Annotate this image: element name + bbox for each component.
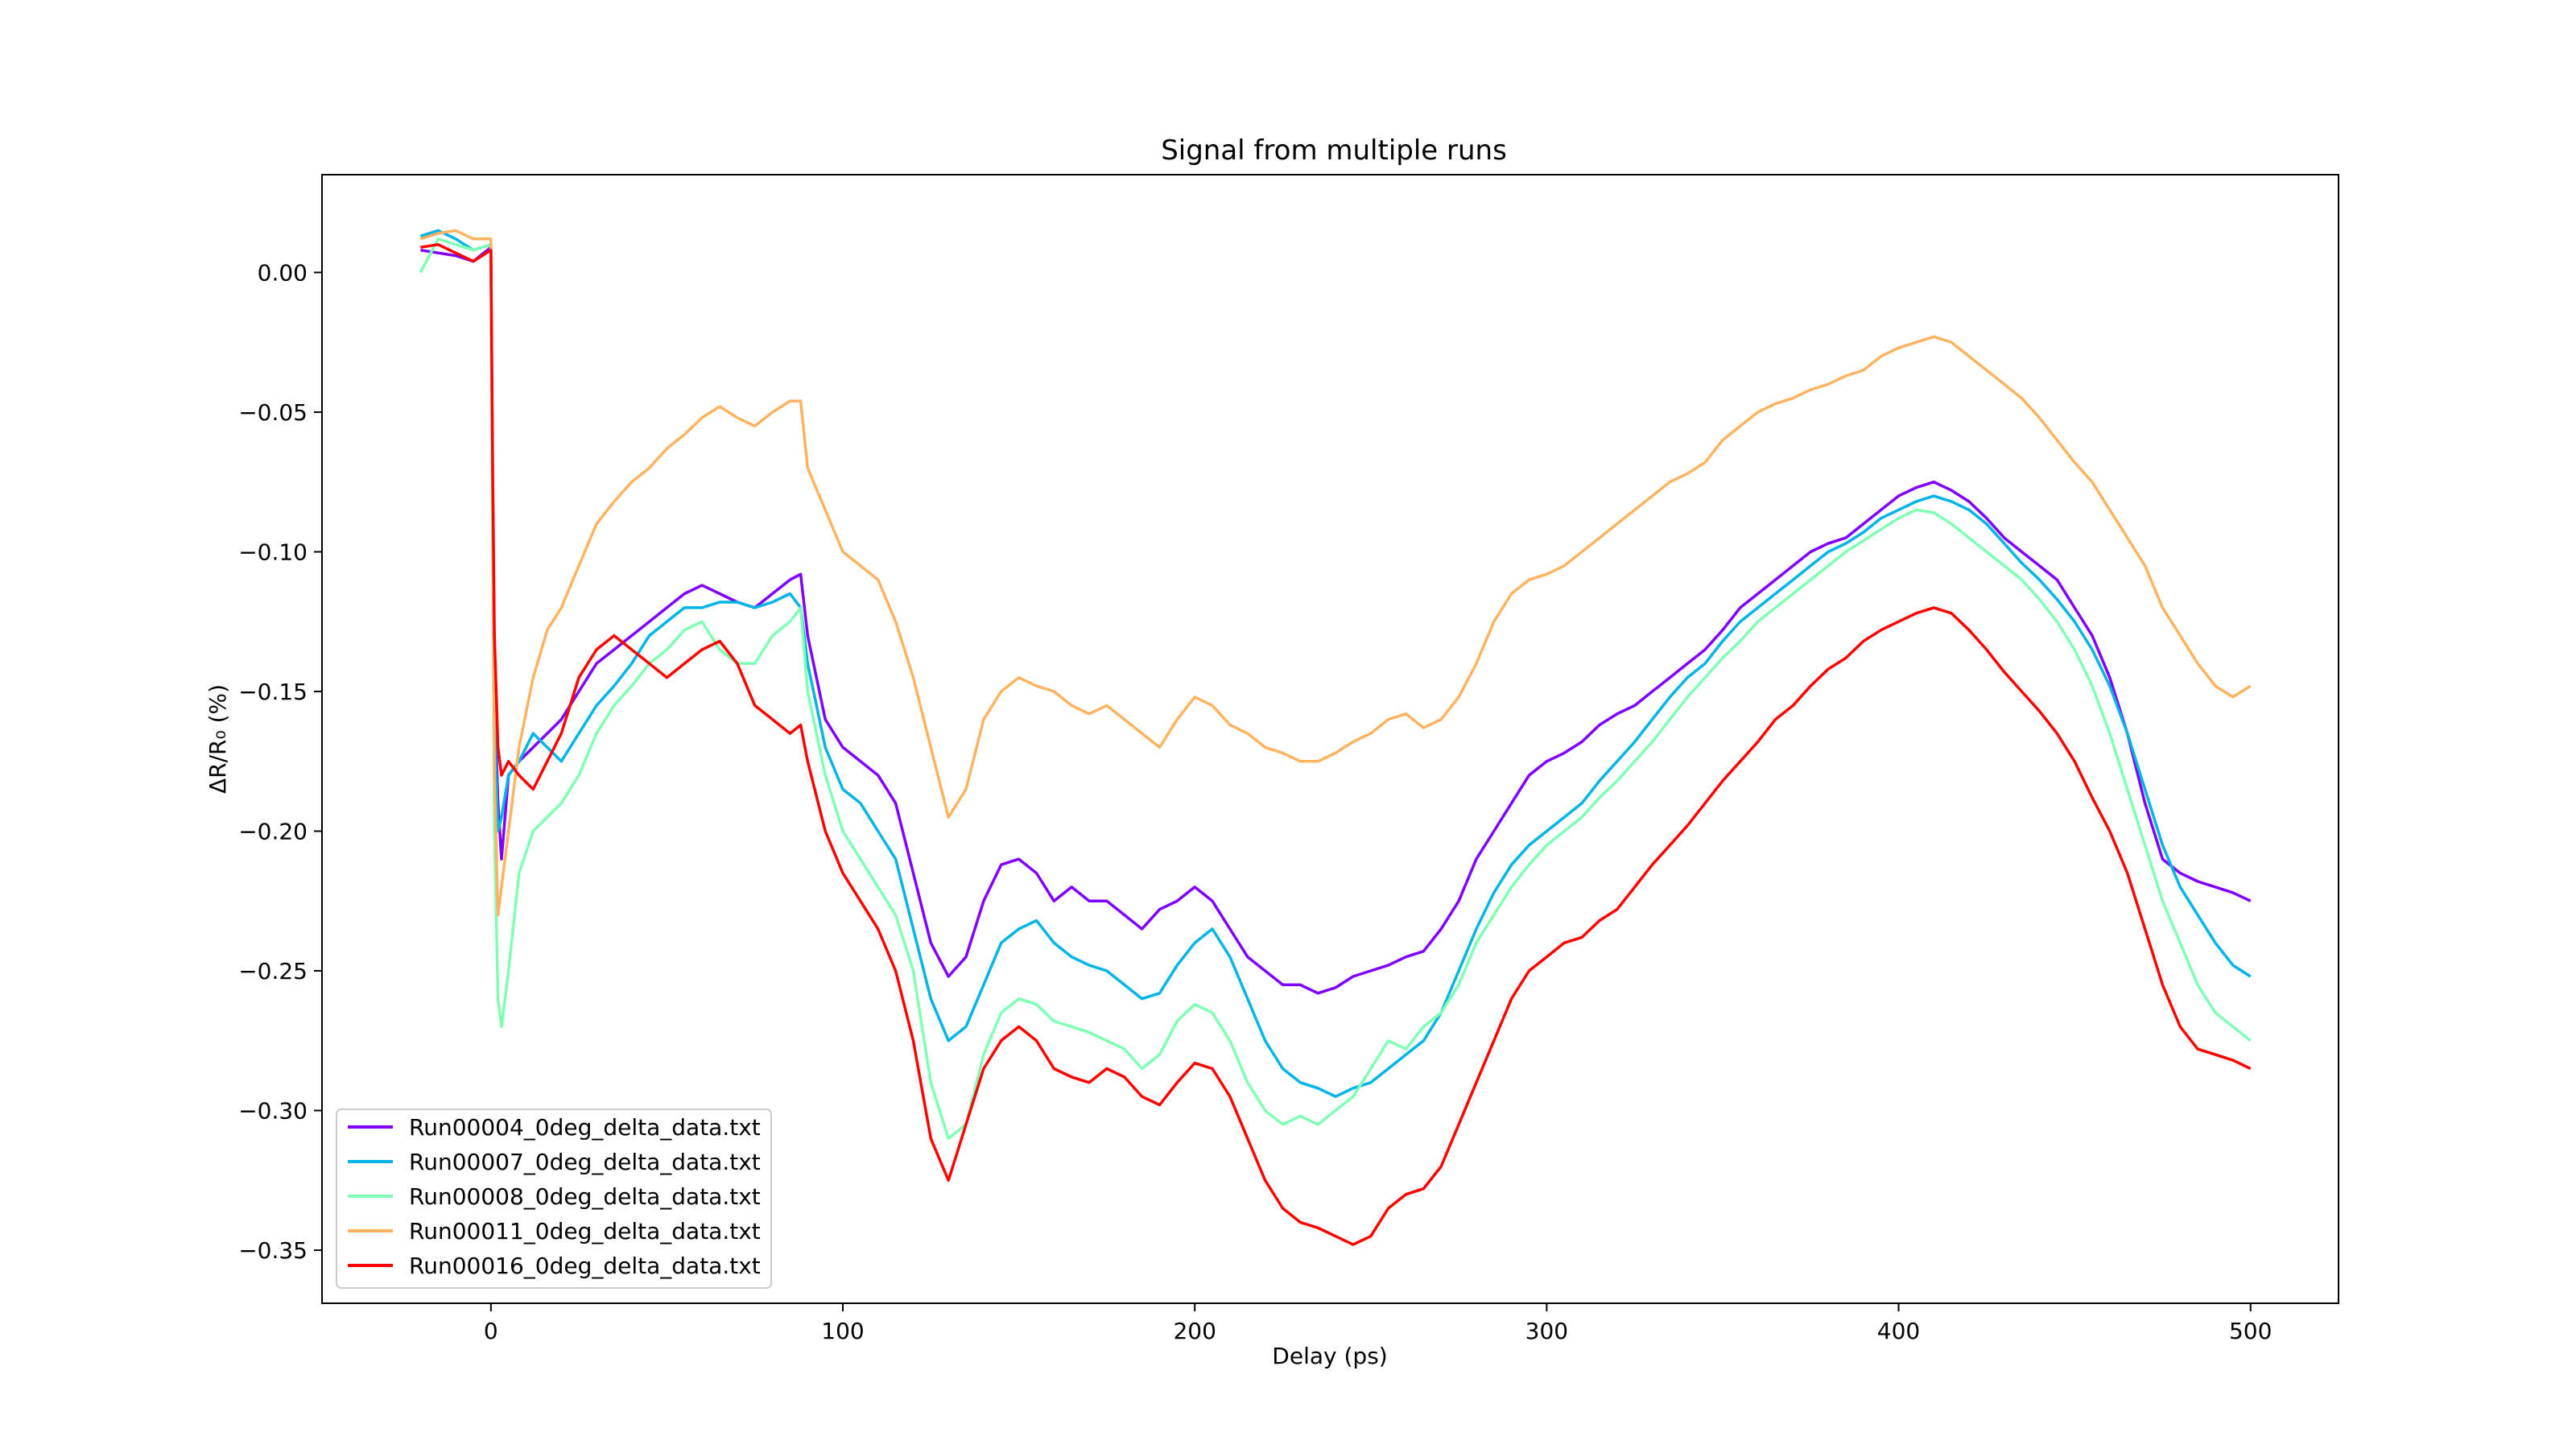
y-tick-label: −0.35	[238, 1237, 308, 1264]
series-line-4	[419, 229, 2252, 917]
legend-label: Run00007_0deg_delta_data.txt	[409, 1149, 761, 1175]
series-line-2	[419, 229, 2252, 1098]
series-line-5	[420, 243, 2252, 1246]
y-tick-label: −0.20	[238, 819, 308, 845]
x-tick-label: 300	[1525, 1318, 1568, 1344]
x-axis-label: Delay (ps)	[1272, 1343, 1387, 1369]
x-tick-label: 500	[2229, 1318, 2272, 1344]
y-tick-label: −0.05	[238, 399, 308, 426]
legend: Run00004_0deg_delta_data.txt Run00007_0de…	[336, 1108, 772, 1289]
x-tick-label: 100	[821, 1318, 864, 1344]
legend-label: Run00004_0deg_delta_data.txt	[409, 1114, 761, 1141]
legend-label: Run00008_0deg_delta_data.txt	[409, 1183, 761, 1210]
y-axis: 0.00 −0.05 −0.10 −0.15 −0.20 −0.25 −0.30 −0.35	[238, 259, 322, 1264]
series-line-1	[420, 246, 2252, 995]
y-axis-label: ΔR/R₀ (%)	[204, 684, 231, 794]
y-tick-label: −0.15	[238, 679, 308, 705]
series-line-3	[419, 237, 2252, 1141]
x-tick-label: 200	[1173, 1318, 1216, 1344]
chart-title: Signal from multiple runs	[1161, 134, 1507, 167]
y-tick-label: 0.00	[258, 259, 308, 286]
y-tick-label: −0.25	[238, 958, 308, 984]
legend-label: Run00011_0deg_delta_data.txt	[409, 1218, 761, 1245]
legend-label: Run00016_0deg_delta_data.txt	[409, 1253, 761, 1279]
y-tick-label: −0.10	[238, 539, 308, 565]
x-axis: 0 100 200 300 400 500	[484, 1303, 2272, 1344]
plot-area-frame	[321, 174, 2339, 1304]
x-tick-label: 400	[1877, 1318, 1920, 1344]
legend-box	[336, 1108, 772, 1289]
y-tick-label: −0.30	[238, 1098, 308, 1125]
x-tick-label: 0	[484, 1318, 498, 1344]
